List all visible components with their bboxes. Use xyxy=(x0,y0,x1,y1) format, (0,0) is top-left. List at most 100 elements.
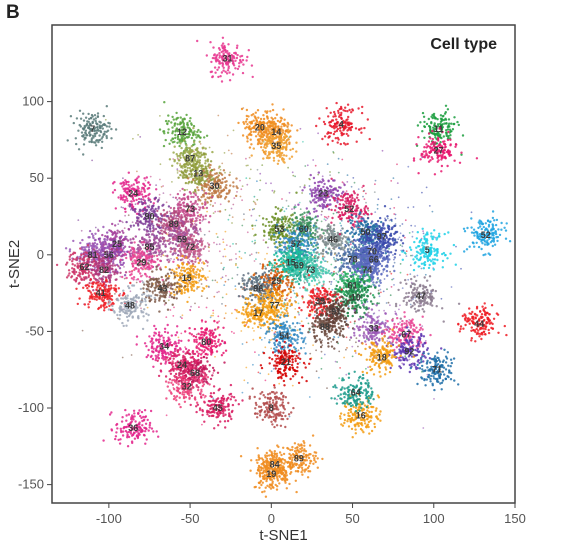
scatter-point xyxy=(264,379,267,382)
scatter-point xyxy=(422,115,426,119)
scatter-point xyxy=(184,181,188,185)
scatter-point xyxy=(256,138,260,142)
scatter-point xyxy=(374,183,376,186)
scatter-point xyxy=(294,175,296,178)
scatter-point xyxy=(216,68,219,72)
scatter-point xyxy=(179,142,182,145)
scatter-point xyxy=(446,138,450,142)
scatter-point xyxy=(100,242,103,245)
scatter-point xyxy=(398,236,401,239)
scatter-point xyxy=(126,199,129,202)
scatter-point xyxy=(228,173,231,177)
scatter-point xyxy=(135,179,138,182)
scatter-point xyxy=(164,219,168,223)
scatter-point xyxy=(132,237,135,241)
scatter-point xyxy=(336,141,339,144)
scatter-point xyxy=(245,164,248,167)
scatter-point xyxy=(137,134,140,136)
scatter-point xyxy=(132,250,135,253)
scatter-point xyxy=(335,279,338,282)
scatter-point xyxy=(235,253,237,255)
scatter-point xyxy=(351,246,354,249)
scatter-point xyxy=(120,196,123,199)
scatter-point xyxy=(228,259,231,261)
scatter-point xyxy=(338,107,341,111)
scatter-point xyxy=(241,224,244,227)
scatter-point xyxy=(304,342,307,345)
scatter-point xyxy=(160,185,163,188)
scatter-point xyxy=(345,348,347,351)
scatter-point xyxy=(382,249,384,252)
scatter-point xyxy=(121,275,124,279)
scatter-point xyxy=(230,152,233,155)
scatter-point xyxy=(337,109,340,113)
scatter-point xyxy=(183,269,187,272)
scatter-point xyxy=(291,208,293,211)
scatter-point xyxy=(175,214,179,218)
scatter-point xyxy=(196,186,199,189)
scatter-point xyxy=(188,296,191,299)
scatter-point xyxy=(98,134,101,137)
scatter-point xyxy=(271,103,274,106)
scatter-point xyxy=(347,124,351,127)
scatter-point xyxy=(183,214,186,218)
scatter-point xyxy=(161,224,164,227)
scatter-point xyxy=(393,284,395,286)
scatter-point xyxy=(202,146,205,149)
scatter-point xyxy=(315,124,318,128)
scatter-point xyxy=(263,337,266,339)
scatter-point xyxy=(154,248,158,251)
scatter-point xyxy=(422,230,424,233)
scatter-point xyxy=(169,206,172,210)
scatter-point xyxy=(412,157,416,160)
scatter-point xyxy=(92,289,95,292)
scatter-point xyxy=(137,224,140,227)
scatter-point xyxy=(82,246,85,249)
scatter-point xyxy=(208,250,210,253)
scatter-point xyxy=(206,242,209,244)
scatter-point xyxy=(88,236,91,239)
scatter-point xyxy=(114,293,116,295)
scatter-point xyxy=(211,56,215,60)
scatter-point xyxy=(217,196,220,199)
scatter-point xyxy=(425,186,428,189)
scatter-point xyxy=(125,180,128,184)
scatter-point xyxy=(210,314,213,317)
scatter-point xyxy=(155,184,158,187)
scatter-point xyxy=(453,159,456,162)
scatter-point xyxy=(244,120,248,123)
scatter-point xyxy=(192,227,195,231)
scatter-point xyxy=(257,133,260,136)
scatter-point xyxy=(177,211,181,214)
scatter-point xyxy=(189,192,192,195)
scatter-point xyxy=(274,281,277,284)
scatter-point xyxy=(148,183,152,186)
scatter-point xyxy=(135,198,138,202)
scatter-point xyxy=(164,243,167,246)
scatter-point xyxy=(224,280,227,283)
scatter-point xyxy=(100,137,103,140)
scatter-point xyxy=(324,234,326,237)
scatter-point xyxy=(440,155,443,159)
scatter-point xyxy=(204,147,207,150)
scatter-point xyxy=(240,188,243,191)
scatter-point xyxy=(328,124,332,127)
scatter-point xyxy=(422,155,425,158)
scatter-point xyxy=(201,423,203,426)
scatter-point xyxy=(180,166,183,169)
scatter-point xyxy=(288,141,291,144)
scatter-point xyxy=(251,327,254,330)
scatter-point xyxy=(317,173,320,176)
scatter-point xyxy=(125,220,128,224)
scatter-point xyxy=(217,315,220,318)
scatter-point xyxy=(172,315,175,317)
scatter-point xyxy=(198,306,200,308)
scatter-point xyxy=(104,235,107,238)
scatter-point xyxy=(172,118,175,121)
scatter-point xyxy=(217,47,221,50)
scatter-point xyxy=(454,145,457,148)
scatter-point xyxy=(199,206,202,209)
scatter-point xyxy=(160,255,163,258)
scatter-point xyxy=(164,231,168,235)
scatter-point xyxy=(158,253,161,256)
